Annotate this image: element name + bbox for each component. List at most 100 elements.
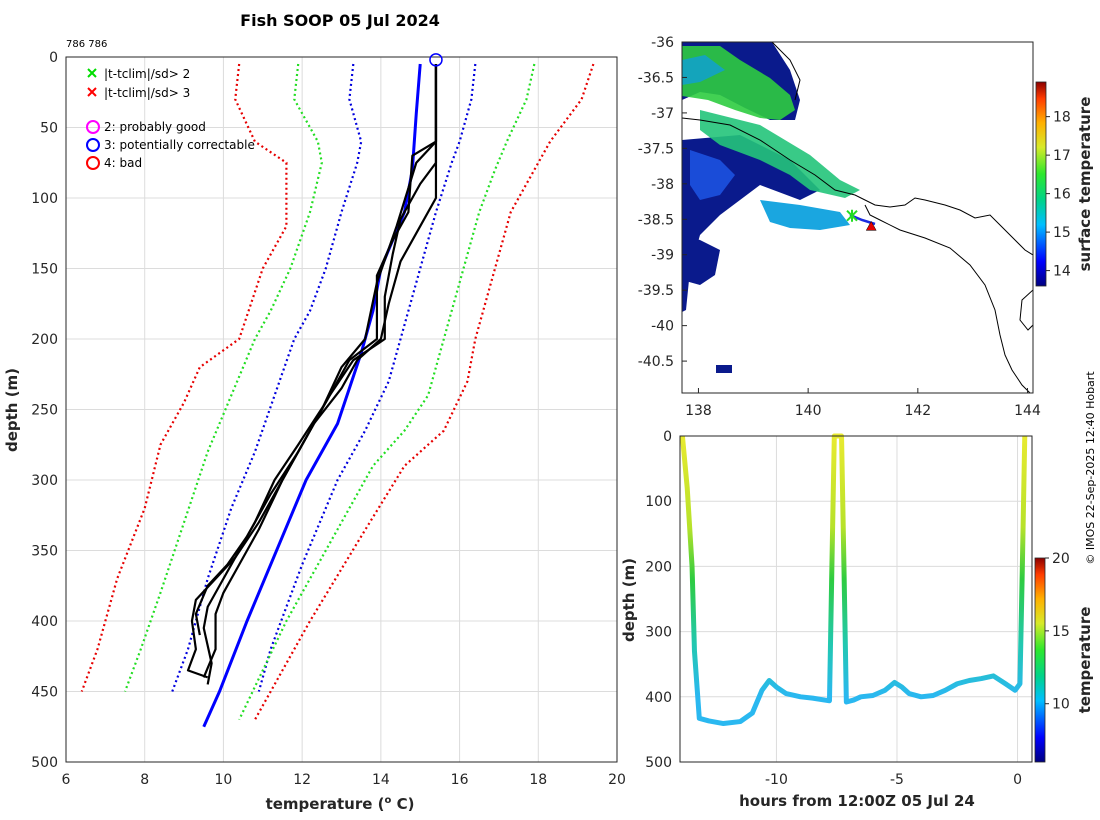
profile-axes-box xyxy=(65,56,618,763)
coastline-west xyxy=(771,42,801,101)
profile-ticks: 6 8 10 12 14 16 18 2005010015020025030035040045… xyxy=(31,50,626,788)
coastline-east xyxy=(1019,289,1033,331)
sst-cb-tick-label: 15 xyxy=(1053,225,1071,241)
y-tick-label: 150 xyxy=(31,262,58,278)
ts-y-tick-label: 500 xyxy=(645,755,672,771)
profile-casts xyxy=(186,64,438,685)
ts-x-tick-label: 0 xyxy=(1013,772,1022,788)
ts-y-tick-label: 300 xyxy=(645,625,672,641)
y-tick-label: 50 xyxy=(40,121,58,137)
y-tick-label: 300 xyxy=(31,473,58,489)
t-cb-tick-label: 15 xyxy=(1052,624,1070,640)
track-start-marker xyxy=(846,209,858,222)
y-tick-label: 350 xyxy=(31,544,58,560)
t-cb-tick-label: 20 xyxy=(1052,551,1070,567)
timeseries-ylabel: depth (m) xyxy=(620,558,638,642)
map-axes-box xyxy=(681,41,1034,394)
xlabel-main: temperature ( xyxy=(266,795,385,813)
ts-y-tick-label: 0 xyxy=(663,429,672,445)
temperature-profile xyxy=(194,64,438,636)
sst-cold-region xyxy=(682,235,720,285)
x-tick-label: 14 xyxy=(372,772,390,788)
y-tick-label: 0 xyxy=(49,50,58,66)
x-tick-label: 20 xyxy=(608,772,626,788)
surface-flag-marker xyxy=(429,53,443,67)
x-tick-label: 16 xyxy=(451,772,469,788)
track-end-marker xyxy=(865,220,877,231)
map-y-tick-label: -40 xyxy=(651,319,674,335)
sst-cb-tick-label: 16 xyxy=(1053,187,1071,203)
legend-item-bad: 4: bad xyxy=(86,156,142,170)
sst-map xyxy=(682,42,1033,393)
map-x-tick-label: 140 xyxy=(795,403,822,419)
legend-item-correctable: 3: potentially correctable xyxy=(86,138,255,152)
sst-colorbar-label: surface temperature xyxy=(1076,97,1094,272)
map-y-tick-label: -38 xyxy=(651,177,674,193)
x-tick-label: 10 xyxy=(215,772,233,788)
ts-y-tick-label: 200 xyxy=(645,559,672,575)
climatology-line xyxy=(80,63,288,692)
red-circle-icon xyxy=(86,156,100,170)
map-ticks: 138 140 142 144 -36 -36.5 -37 -37.5 -38 -38.5 -39 -… xyxy=(638,35,1041,419)
xlabel-superscript: o xyxy=(384,795,391,806)
xlabel-end: C) xyxy=(391,795,414,813)
legend-label: 4: bad xyxy=(104,156,142,170)
y-tick-label: 100 xyxy=(31,191,58,207)
legend-item-3sd: |t-tclim|/sd> 3 xyxy=(87,86,190,100)
profile-ylabel: depth (m) xyxy=(3,368,21,452)
legend-label: 2: probably good xyxy=(104,120,206,134)
x-tick-label: 8 xyxy=(140,772,149,788)
ts-x-tick-label: -10 xyxy=(765,772,788,788)
timeseries-axes-box xyxy=(679,435,1033,763)
temperature-profile xyxy=(186,64,438,679)
sst-mid-region xyxy=(682,55,725,85)
timeseries-ticks: -10 -5 0 0 100 200 300 400 500 xyxy=(645,429,1022,788)
map-track-markers xyxy=(846,209,877,231)
temperature-profile xyxy=(202,64,438,685)
ts-y-tick-label: 100 xyxy=(645,494,672,510)
map-y-tick-label: -37.5 xyxy=(638,141,674,157)
legend-label: 3: potentially correctable xyxy=(104,138,255,152)
temperature-colorbar-ticks: 10 15 20 xyxy=(1045,551,1070,713)
y-tick-label: 500 xyxy=(31,755,58,771)
sst-patch xyxy=(716,365,732,373)
map-x-tick-label: 144 xyxy=(1014,403,1041,419)
profile-climatology xyxy=(80,63,595,728)
climatology-line xyxy=(238,63,536,721)
y-tick-label: 250 xyxy=(31,403,58,419)
map-y-tick-label: -36 xyxy=(651,35,674,51)
map-x-tick-label: 138 xyxy=(685,403,712,419)
temperature-profile xyxy=(202,64,438,678)
timeseries-track xyxy=(679,433,1028,727)
legend-label: |t-tclim|/sd> 2 xyxy=(104,67,190,81)
sst-colorbar xyxy=(1035,81,1047,287)
map-y-tick-label: -40.5 xyxy=(638,354,674,370)
x-tick-label: 18 xyxy=(529,772,547,788)
sst-mid-region xyxy=(760,200,850,230)
sst-colorbar-ticks: 14 15 16 17 18 xyxy=(1046,110,1071,280)
x-tick-label: 12 xyxy=(293,772,311,788)
green-cross-icon xyxy=(87,68,97,78)
y-tick-label: 200 xyxy=(31,332,58,348)
temperature-colorbar xyxy=(1034,557,1046,763)
ts-y-tick-label: 400 xyxy=(645,690,672,706)
legend-label: |t-tclim|/sd> 3 xyxy=(104,86,190,100)
profile-legend: |t-tclim|/sd> 2 |t-tclim|/sd> 3 2: proba… xyxy=(86,67,255,170)
sst-mid-region xyxy=(690,150,735,200)
coastline-north xyxy=(682,117,1033,256)
timeseries-xlabel: hours from 12:00Z 05 Jul 24 xyxy=(739,792,975,810)
y-tick-label: 450 xyxy=(31,685,58,701)
red-cross-icon xyxy=(87,87,97,97)
x-tick-label: 6 xyxy=(62,772,71,788)
sst-cb-tick-label: 14 xyxy=(1053,264,1071,280)
climatology-line xyxy=(202,63,422,728)
map-y-tick-label: -38.5 xyxy=(638,212,674,228)
map-y-tick-label: -39.5 xyxy=(638,283,674,299)
sst-cb-tick-label: 18 xyxy=(1053,110,1071,126)
timeseries-grid xyxy=(680,435,1032,763)
profile-xlabel: temperature (o C) xyxy=(266,795,415,813)
map-y-tick-label: -36.5 xyxy=(638,70,674,86)
map-x-tick-label: 142 xyxy=(904,403,931,419)
t-cb-tick-label: 10 xyxy=(1052,697,1070,713)
